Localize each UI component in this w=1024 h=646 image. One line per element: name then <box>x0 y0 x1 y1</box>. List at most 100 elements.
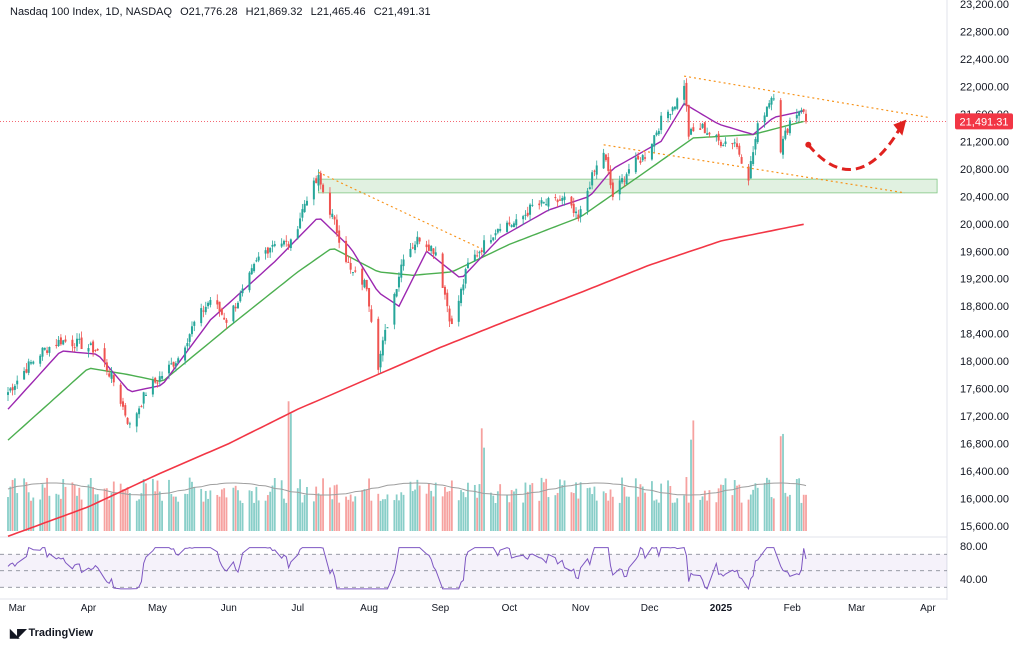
candle-body <box>653 135 656 147</box>
candle-body <box>92 341 95 353</box>
candle-body <box>124 405 127 416</box>
volume-bar <box>595 500 598 531</box>
volume-bar <box>361 490 364 531</box>
volume-bar <box>457 500 460 531</box>
rsi-line <box>7 546 807 591</box>
candle-body <box>57 339 60 347</box>
candle-body <box>282 240 285 245</box>
candle-body <box>299 218 302 229</box>
volume-bar <box>556 492 559 531</box>
volume-bar <box>347 499 350 531</box>
y-tick-label: 17,200.00 <box>960 411 1009 423</box>
x-tick-label: Aug <box>360 603 378 614</box>
volume-bar <box>444 487 446 531</box>
volume-bar <box>572 493 575 531</box>
candle-body <box>625 174 628 185</box>
candle-body <box>32 361 35 364</box>
candle-body <box>190 326 193 335</box>
candle-body <box>703 122 706 134</box>
candle-body <box>319 173 322 185</box>
volume-bar <box>269 491 272 531</box>
volume-bar <box>271 485 274 531</box>
candle-body <box>377 318 380 370</box>
volume-bar <box>108 499 111 531</box>
candle-body <box>9 388 12 391</box>
candle-body <box>303 203 306 213</box>
candle-body <box>506 222 509 232</box>
volume-bar <box>720 484 722 531</box>
candle-body <box>522 216 525 220</box>
volume-bar <box>110 492 113 531</box>
candle-body <box>87 348 90 352</box>
candle-body <box>798 111 801 116</box>
candle-body <box>545 204 548 206</box>
volume-bar <box>641 486 644 531</box>
volume-bar <box>609 489 612 531</box>
volume-bar <box>354 496 357 531</box>
candle-body <box>338 230 341 243</box>
candle-body <box>575 211 578 214</box>
x-tick-label: Apr <box>81 603 97 614</box>
candle-body <box>706 133 709 135</box>
candle-body <box>395 289 398 297</box>
volume-bar <box>692 420 695 531</box>
candle-body <box>41 347 44 357</box>
volume-bar <box>623 486 626 531</box>
ema-fast-line <box>7 102 804 410</box>
candle-body <box>644 157 647 159</box>
volume-bar <box>731 495 734 531</box>
candle-body <box>414 244 417 251</box>
volume-bar <box>703 490 706 531</box>
candle-body <box>317 175 320 186</box>
volume-bar <box>634 478 637 531</box>
x-tick-label: Jul <box>291 603 304 614</box>
volume-bar <box>602 491 605 531</box>
candle-body <box>623 180 626 182</box>
candle-body <box>540 200 543 204</box>
volume-bar <box>478 484 481 531</box>
candle-body <box>634 157 637 173</box>
candle-body <box>529 204 532 215</box>
candle-body <box>450 318 453 324</box>
candle-body <box>496 228 499 233</box>
candle-body <box>48 347 51 353</box>
volume-bar <box>782 433 784 531</box>
candle-body <box>312 180 315 200</box>
candle-body <box>457 300 460 322</box>
trend-line <box>603 144 905 194</box>
volume-bar <box>772 498 775 531</box>
candle-body <box>13 385 16 390</box>
candle-body <box>402 259 405 267</box>
volume-bar <box>301 502 304 531</box>
volume-bar <box>174 496 177 531</box>
volume-bar <box>402 494 405 531</box>
candle-body <box>188 334 191 342</box>
volume-bar <box>331 499 334 531</box>
candle-body <box>671 107 674 112</box>
candle-body <box>446 292 449 307</box>
candle-body <box>708 132 711 135</box>
volume-bar <box>460 490 462 531</box>
volume-bar <box>473 484 476 531</box>
volume-bar <box>706 500 709 531</box>
volume-bar <box>414 489 416 531</box>
volume-bar <box>87 484 90 531</box>
candle-body <box>476 255 479 257</box>
volume-bar <box>138 499 140 531</box>
volume-bar <box>43 487 46 531</box>
volume-bar <box>218 496 221 531</box>
symbol-label[interactable]: Nasdaq 100 Index, 1D, NASDAQ <box>10 6 173 18</box>
tradingview-brand[interactable]: ◣◤ TradingView <box>10 626 93 640</box>
volume-bar <box>766 477 768 531</box>
last-price-badge <box>955 113 1013 130</box>
candle-body <box>719 141 722 146</box>
y-tick-label: 21,200.00 <box>960 136 1009 148</box>
volume-bar <box>749 494 752 531</box>
candle-body <box>768 103 771 108</box>
volume-bar <box>738 484 741 531</box>
candle-body <box>354 270 357 272</box>
volume-bar <box>11 479 14 531</box>
candle-body <box>515 219 518 226</box>
candle-body <box>563 196 566 200</box>
